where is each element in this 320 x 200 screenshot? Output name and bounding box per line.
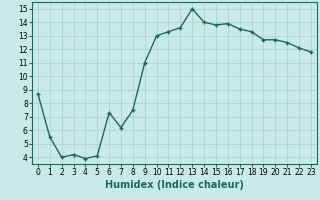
X-axis label: Humidex (Indice chaleur): Humidex (Indice chaleur) [105, 180, 244, 190]
